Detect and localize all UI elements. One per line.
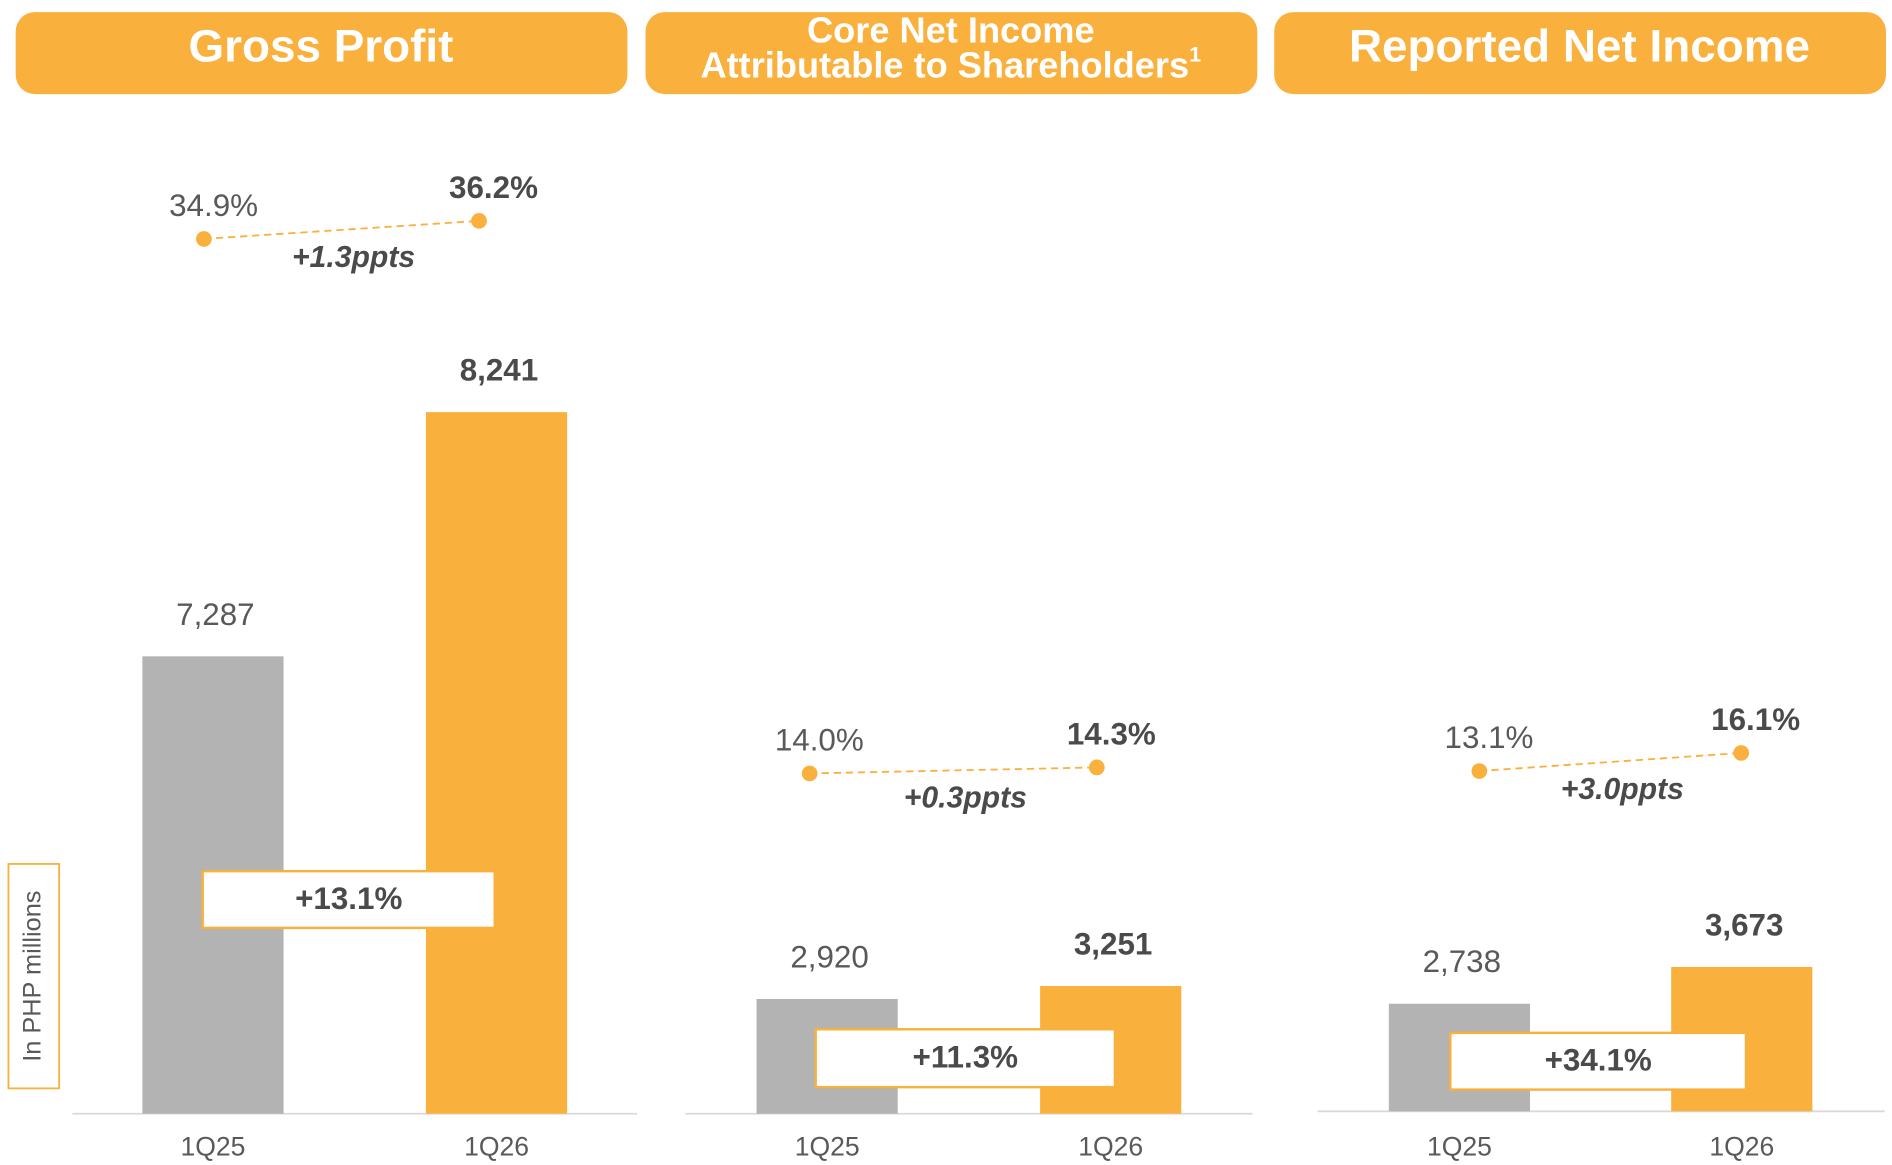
growth-box	[201, 869, 496, 930]
margin-line	[203, 219, 480, 240]
value-label: 2,920	[790, 939, 868, 974]
margin-label: 14.3%	[1067, 716, 1156, 751]
margin-change: +1.3ppts	[292, 241, 415, 274]
chart-title: Attributable to Shareholders1	[700, 41, 1201, 85]
margin-label: 34.9%	[169, 188, 258, 223]
value-label: 7,287	[176, 597, 254, 632]
chart-title-line: Attributable to Shareholders	[700, 44, 1189, 85]
growth-label: +13.1%	[295, 881, 402, 916]
margin-line	[1479, 752, 1742, 772]
x-tick-label: 1Q25	[181, 1132, 246, 1162]
x-tick-label: 1Q26	[464, 1132, 529, 1162]
margin-dot	[1733, 745, 1750, 761]
margin-change: +0.3ppts	[904, 781, 1027, 814]
margin-dot	[801, 765, 818, 782]
growth-box	[814, 1028, 1117, 1089]
chart-title: Gross Profit	[188, 20, 453, 72]
y-axis-label-box	[7, 863, 61, 1090]
y-axis-label: In PHP millions	[18, 891, 46, 1062]
x-tick-label: 1Q25	[795, 1132, 860, 1162]
footnote-marker: 1	[1189, 41, 1201, 66]
bar	[425, 412, 568, 1114]
margin-label: 14.0%	[775, 722, 864, 757]
margin-line	[809, 766, 1097, 775]
x-tick-label: 1Q26	[1709, 1132, 1774, 1162]
chart-title: Reported Net Income	[1349, 20, 1810, 72]
value-label: 3,251	[1074, 926, 1152, 961]
value-label: 3,673	[1705, 907, 1783, 942]
header-box	[15, 12, 628, 95]
growth-label: +34.1%	[1545, 1043, 1652, 1078]
margin-change: +3.0ppts	[1561, 773, 1684, 806]
margin-dot	[196, 231, 212, 247]
header-box	[645, 12, 1258, 95]
x-tick-label: 1Q26	[1078, 1132, 1143, 1162]
header-box	[1274, 12, 1886, 95]
margin-label: 16.1%	[1711, 702, 1800, 737]
margin-dot	[1088, 759, 1105, 776]
value-label: 8,241	[460, 353, 538, 388]
value-label: 2,738	[1423, 944, 1501, 979]
growth-box	[1449, 1031, 1748, 1091]
x-tick-label: 1Q25	[1427, 1132, 1492, 1162]
growth-label: +11.3%	[913, 1040, 1019, 1075]
chart-title-line: Core Net Income	[807, 9, 1095, 50]
margin-dot	[1471, 763, 1488, 779]
margin-dot	[471, 213, 487, 229]
chart-title: Core Net Income	[807, 9, 1095, 50]
margin-label: 13.1%	[1445, 720, 1534, 755]
margin-label: 36.2%	[449, 170, 538, 205]
